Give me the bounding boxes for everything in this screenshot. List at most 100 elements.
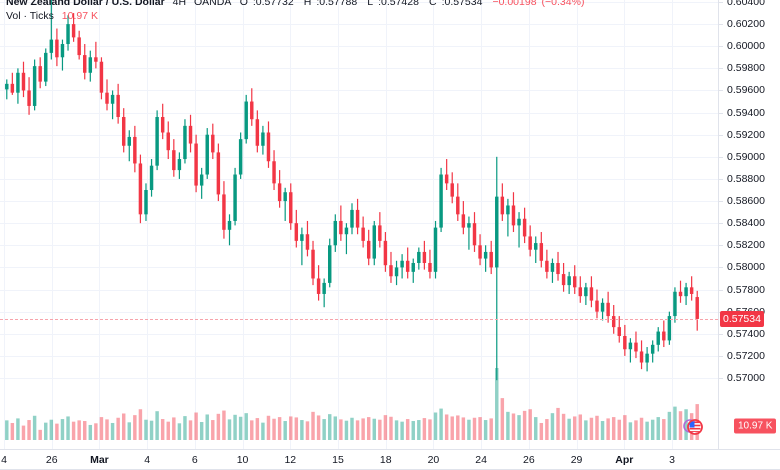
candle-body bbox=[177, 159, 182, 171]
candle-body bbox=[456, 196, 460, 215]
volume-bar bbox=[233, 414, 237, 440]
candle-body bbox=[428, 262, 432, 272]
volume-bar bbox=[105, 419, 109, 440]
gridline-vertical bbox=[338, 0, 339, 449]
exchange-label: OANDA bbox=[194, 0, 231, 8]
volume-bar bbox=[623, 415, 627, 440]
candle-body bbox=[472, 223, 477, 246]
candle-wick bbox=[518, 212, 520, 248]
candle-body bbox=[155, 117, 159, 166]
candle-body bbox=[366, 240, 371, 259]
volume-bar bbox=[472, 417, 477, 440]
candle-body bbox=[478, 245, 482, 259]
volume-bar bbox=[478, 417, 482, 440]
volume-bar bbox=[495, 368, 499, 440]
candle-wick bbox=[50, 0, 52, 60]
candle-body bbox=[673, 291, 677, 317]
volume-bar bbox=[127, 422, 131, 440]
candle-body bbox=[227, 220, 232, 230]
candle-body bbox=[188, 125, 193, 144]
candle-body bbox=[361, 227, 365, 241]
candle-body bbox=[116, 94, 120, 118]
volume-bar bbox=[66, 416, 70, 440]
interval-label[interactable]: 4H bbox=[172, 0, 187, 8]
candle-body bbox=[71, 24, 76, 38]
price-tick-label: 0.59000 bbox=[727, 150, 765, 163]
volume-bar bbox=[611, 417, 616, 440]
candle-body bbox=[250, 101, 254, 120]
volume-bar bbox=[333, 416, 338, 440]
candle-body bbox=[160, 117, 165, 133]
candle-body bbox=[417, 251, 421, 263]
volume-bar bbox=[49, 419, 54, 440]
gridline-vertical bbox=[52, 0, 53, 449]
candle-body bbox=[300, 234, 304, 241]
candle-body bbox=[628, 342, 633, 350]
volume-bar bbox=[467, 419, 471, 440]
candle-body bbox=[634, 342, 638, 352]
time-tick-label: 4 bbox=[1, 454, 7, 466]
time-tick-label: Apr bbox=[615, 454, 634, 466]
candle-body bbox=[88, 57, 93, 73]
volume-bar bbox=[617, 419, 621, 440]
volume-bar bbox=[272, 418, 276, 440]
candle-body bbox=[650, 344, 655, 354]
change-percent: (−0.34%) bbox=[541, 0, 585, 8]
candle-body bbox=[305, 234, 310, 250]
candle-body bbox=[567, 276, 571, 286]
candle-body bbox=[149, 165, 154, 190]
volume-badge[interactable]: 10.97 K bbox=[734, 418, 777, 434]
chart-plot-area[interactable] bbox=[0, 0, 718, 449]
ohlc-low: L:0.57428 bbox=[367, 0, 419, 8]
legend-volume-row[interactable]: Vol · Ticks 10.97 K bbox=[6, 10, 589, 23]
volume-bar bbox=[311, 411, 315, 440]
candle-body bbox=[10, 83, 15, 93]
ohlc-open: O:0.57732 bbox=[239, 0, 294, 8]
gridline-horizontal bbox=[0, 2, 718, 3]
volume-bar bbox=[121, 413, 126, 440]
time-tick-label: 18 bbox=[379, 454, 392, 466]
candle-body bbox=[316, 278, 321, 294]
time-tick-label: 20 bbox=[427, 454, 440, 466]
volume-bar bbox=[489, 418, 493, 440]
candle-body bbox=[578, 287, 583, 297]
candle-body bbox=[611, 316, 616, 328]
candle-body bbox=[38, 66, 42, 82]
gridline-vertical bbox=[99, 0, 100, 449]
candle-body bbox=[244, 101, 248, 140]
gridline-horizontal bbox=[0, 157, 718, 158]
candle-body bbox=[83, 55, 87, 73]
candle-body bbox=[199, 174, 204, 186]
volume-bar bbox=[639, 417, 644, 440]
candle-body bbox=[105, 92, 109, 104]
candle-body bbox=[378, 225, 382, 241]
price-axis[interactable]: 0.60400 0.60200 0.60000 0.59800 0.59600 0.594… bbox=[718, 0, 780, 449]
volume-bar bbox=[522, 410, 527, 440]
gridline-horizontal bbox=[0, 312, 718, 313]
candle-body bbox=[49, 39, 54, 53]
volume-bar bbox=[645, 421, 649, 440]
volume-bar bbox=[289, 416, 293, 440]
candle-body bbox=[667, 316, 672, 341]
candle-body bbox=[172, 150, 176, 171]
chart-legend: New Zealand Dollar / U.S. Dollar 4H OAND… bbox=[6, 0, 589, 23]
candle-body bbox=[606, 302, 610, 317]
candle-body bbox=[121, 117, 126, 146]
time-tick-label: 6 bbox=[191, 454, 198, 466]
price-tickmark bbox=[718, 113, 723, 114]
price-tick-label: 0.57200 bbox=[727, 349, 765, 362]
volume-bar bbox=[266, 415, 271, 440]
candle-body bbox=[66, 24, 70, 45]
time-tick-label: 3 bbox=[669, 454, 675, 466]
candle-body bbox=[394, 267, 399, 277]
current-price-badge[interactable]: 0.57534 bbox=[720, 310, 764, 327]
volume-bar bbox=[344, 420, 349, 440]
volume-bar bbox=[32, 415, 37, 440]
legend-symbol-row[interactable]: New Zealand Dollar / U.S. Dollar 4H OAND… bbox=[6, 0, 589, 9]
candle-body bbox=[216, 152, 221, 195]
volume-bar bbox=[60, 419, 65, 440]
symbol-name[interactable]: New Zealand Dollar / U.S. Dollar bbox=[6, 0, 165, 8]
time-axis[interactable]: 4 26 Mar 4 6 10 12 15 18 20 24 26 29 Apr 3 bbox=[0, 449, 780, 470]
price-tick-label: 0.60200 bbox=[727, 18, 765, 31]
price-tickmark bbox=[718, 290, 723, 291]
